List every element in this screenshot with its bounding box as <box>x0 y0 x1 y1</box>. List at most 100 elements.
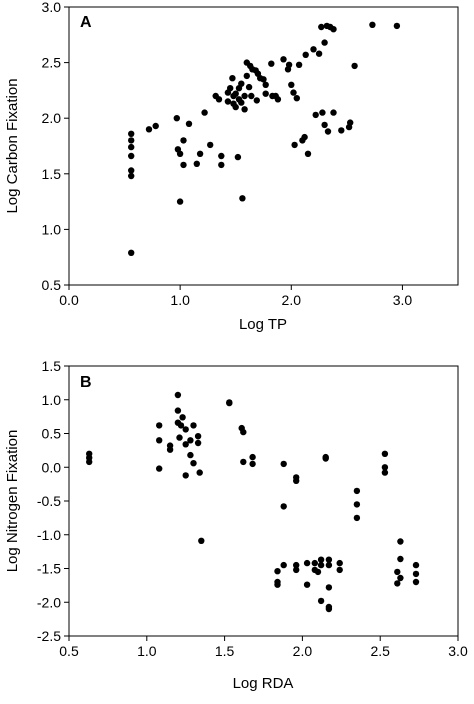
panel-a-point-17 <box>196 150 204 157</box>
panel-b-point-3 <box>156 422 163 429</box>
panel-b-point-21 <box>194 433 202 440</box>
panel-a-point-47 <box>253 97 260 104</box>
panel-a-point-66 <box>301 133 308 141</box>
panel-a-y-tick-label: 2.0 <box>42 110 62 126</box>
panel-b-point-12 <box>177 422 185 429</box>
panel-a-point-36 <box>238 80 245 87</box>
panel-b-point-23 <box>196 469 203 476</box>
panel-b-plot-frame <box>68 365 459 637</box>
panel-a-point-26 <box>227 85 234 92</box>
panel-b-point-9 <box>174 407 182 414</box>
panel-b-point-34 <box>274 581 281 588</box>
panel-b-y-tick-label: -2.5 <box>37 628 61 644</box>
panel-b-point-22 <box>194 439 202 447</box>
panel-a-point-72 <box>318 23 325 31</box>
panel-a-point-50 <box>260 76 267 83</box>
panel-a-point-2 <box>128 143 135 151</box>
panel-b-x-tick-label: 2.5 <box>370 643 390 659</box>
panel-b-y-tick-label: 0.5 <box>42 426 62 442</box>
panel-b-point-20 <box>190 422 197 429</box>
panel-b-point-56 <box>325 605 333 613</box>
panel-a-point-9 <box>173 115 180 122</box>
panel-a-point-41 <box>243 72 250 80</box>
panel-a-plot-frame <box>68 6 459 286</box>
panel-a-y-tick-label: 1.5 <box>42 166 62 182</box>
panel-b-point-60 <box>353 501 361 508</box>
panel-a-point-70 <box>312 111 319 119</box>
panel-a-point-29 <box>229 75 236 82</box>
panel-b-x-ticks: 0.5 1.0 1.5 2.0 2.5 3.0 <box>59 636 468 659</box>
panel-a-point-44 <box>248 92 255 100</box>
panel-a-point-69 <box>310 46 317 53</box>
panel-b-y-tick-label: -2.0 <box>37 594 61 610</box>
panel-b-y-ticks: -2.5 -2.0 -1.5 -1.0 -0.5 0.0 0.5 1.0 1.5 <box>37 358 69 644</box>
panel-b-point-59 <box>353 487 361 495</box>
panel-a-point-8 <box>152 122 159 130</box>
panel-b-point-70 <box>412 561 420 569</box>
panel-b-y-axis-title: Log Nitrogen Fixation <box>4 430 21 573</box>
panel-a-point-14 <box>180 137 187 144</box>
panel-a-point-67 <box>302 51 309 58</box>
panel-a-point-68 <box>304 150 312 157</box>
panel-b-point-62 <box>381 450 389 457</box>
panel-b-y-tick-label: 0.0 <box>42 459 62 475</box>
panel-a-point-74 <box>321 39 328 46</box>
panel-b-point-37 <box>280 561 287 569</box>
panel-b-point-14 <box>182 426 189 433</box>
panel-b-point-28 <box>240 428 247 436</box>
panel-a-y-ticks: 0.5 1.0 1.5 2.0 2.5 3.0 <box>42 0 69 293</box>
panel-b-point-44 <box>311 559 318 567</box>
panel-a-point-75 <box>321 121 328 129</box>
panel-b-point-13 <box>179 414 186 421</box>
panel-b-point-64 <box>381 469 389 476</box>
panel-b-point-66 <box>394 580 401 587</box>
panel-a-point-15 <box>185 120 193 128</box>
panel-a-point-42 <box>245 83 253 91</box>
chart-panel-b: 0.5 1.0 1.5 2.0 2.5 3.0 -2.5 -2.0 -1.5 -1.0 -0.5 0… <box>4 358 468 692</box>
panel-a-point-39 <box>241 92 248 100</box>
panel-b-points <box>86 391 420 613</box>
panel-b-point-15 <box>182 441 189 448</box>
panel-b-point-29 <box>240 458 247 466</box>
panel-a-point-6 <box>128 249 135 256</box>
panel-a-point-22 <box>218 152 225 160</box>
panel-a-point-61 <box>290 89 297 96</box>
panel-a-point-13 <box>176 198 184 205</box>
panel-b-y-tick-label: -1.5 <box>37 561 61 577</box>
panel-a-y-tick-label: 3.0 <box>42 0 62 15</box>
panel-a-point-12 <box>180 161 187 169</box>
panel-a-x-tick-label: 0.0 <box>59 292 79 308</box>
panel-a-point-56 <box>274 96 282 103</box>
panel-a-point-35 <box>238 99 245 106</box>
panel-a-point-32 <box>234 153 242 161</box>
panel-a-point-37 <box>239 195 246 202</box>
panel-b-point-57 <box>336 559 343 567</box>
panel-b-point-42 <box>303 559 311 567</box>
panel-a-point-38 <box>241 106 248 113</box>
panel-b-point-68 <box>397 555 404 563</box>
panel-b-point-46 <box>314 568 322 576</box>
panel-b-x-tick-label: 3.0 <box>448 643 468 659</box>
panel-a-y-tick-label: 0.5 <box>42 277 62 293</box>
panel-b-point-8 <box>174 391 182 399</box>
panel-a-point-51 <box>262 81 269 89</box>
panel-a-point-84 <box>351 62 358 70</box>
panel-a-x-tick-label: 3.0 <box>393 292 413 308</box>
chart-panel-a: 0.0 1.0 2.0 3.0 0.5 1.0 1.5 2.0 2.5 3.0 A Log TP… <box>4 0 459 333</box>
panel-a-x-axis-title: Log TP <box>239 316 287 333</box>
panel-b-x-tick-label: 2.0 <box>293 643 313 659</box>
panel-a-point-83 <box>347 119 354 126</box>
panel-a-y-tick-label: 2.5 <box>42 55 62 71</box>
panel-b-point-51 <box>322 455 329 462</box>
panel-a-point-3 <box>128 152 135 160</box>
panel-b-point-24 <box>198 537 205 544</box>
panel-a-point-80 <box>330 26 337 33</box>
panel-a-point-16 <box>193 160 200 167</box>
panel-b-x-tick-label: 0.5 <box>59 643 79 659</box>
panel-b-point-30 <box>249 453 256 461</box>
panel-b-point-43 <box>303 581 311 588</box>
panel-b-point-17 <box>187 437 194 444</box>
panel-a-point-64 <box>295 61 303 68</box>
panel-a-point-62 <box>291 141 298 149</box>
